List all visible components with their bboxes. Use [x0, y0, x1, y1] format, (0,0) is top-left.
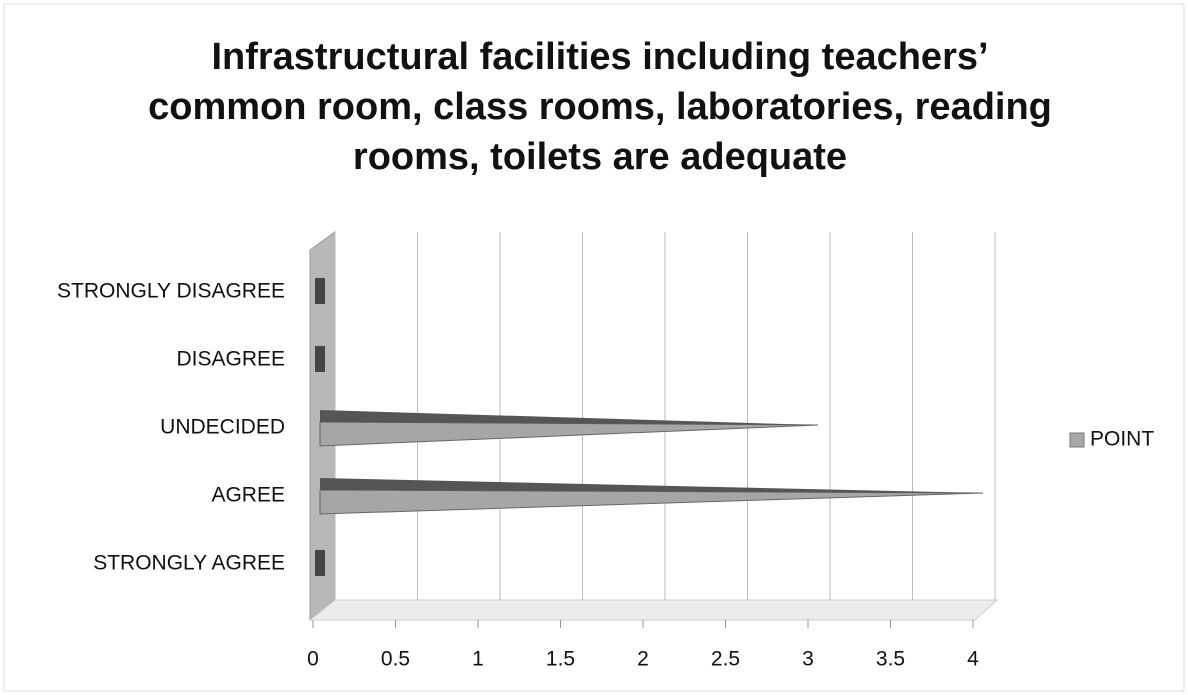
y-tick-label: DISAGREE	[176, 348, 285, 371]
chart-border	[3, 3, 1185, 692]
legend-label: POINT	[1090, 428, 1154, 451]
x-tick-label: 2	[637, 648, 649, 671]
bar	[319, 489, 984, 515]
y-tick-label: STRONGLY AGREE	[93, 552, 285, 575]
x-tick-label: 4	[967, 648, 979, 671]
chart-title: Infrastructural facilities including tea…	[148, 36, 1052, 178]
bar-top	[320, 410, 818, 425]
x-tick-label: 1	[472, 648, 484, 671]
bar	[315, 550, 325, 576]
x-tick-label: 2.5	[711, 648, 740, 671]
legend-swatch	[1069, 432, 1085, 448]
x-tick-label: 1.5	[546, 648, 575, 671]
x-tick-label: 0.5	[381, 648, 410, 671]
x-tick-label: 3.5	[876, 648, 905, 671]
bar	[315, 346, 325, 372]
x-tick-label: 3	[802, 648, 814, 671]
y-tick-label: STRONGLY DISAGREE	[57, 280, 285, 303]
y-tick-label: AGREE	[211, 484, 285, 507]
y-tick-label: UNDECIDED	[160, 416, 285, 439]
bar	[319, 421, 819, 447]
x-tick-label: 0	[307, 648, 319, 671]
floor	[308, 599, 999, 621]
bar-top	[320, 478, 983, 493]
bar	[315, 278, 325, 304]
